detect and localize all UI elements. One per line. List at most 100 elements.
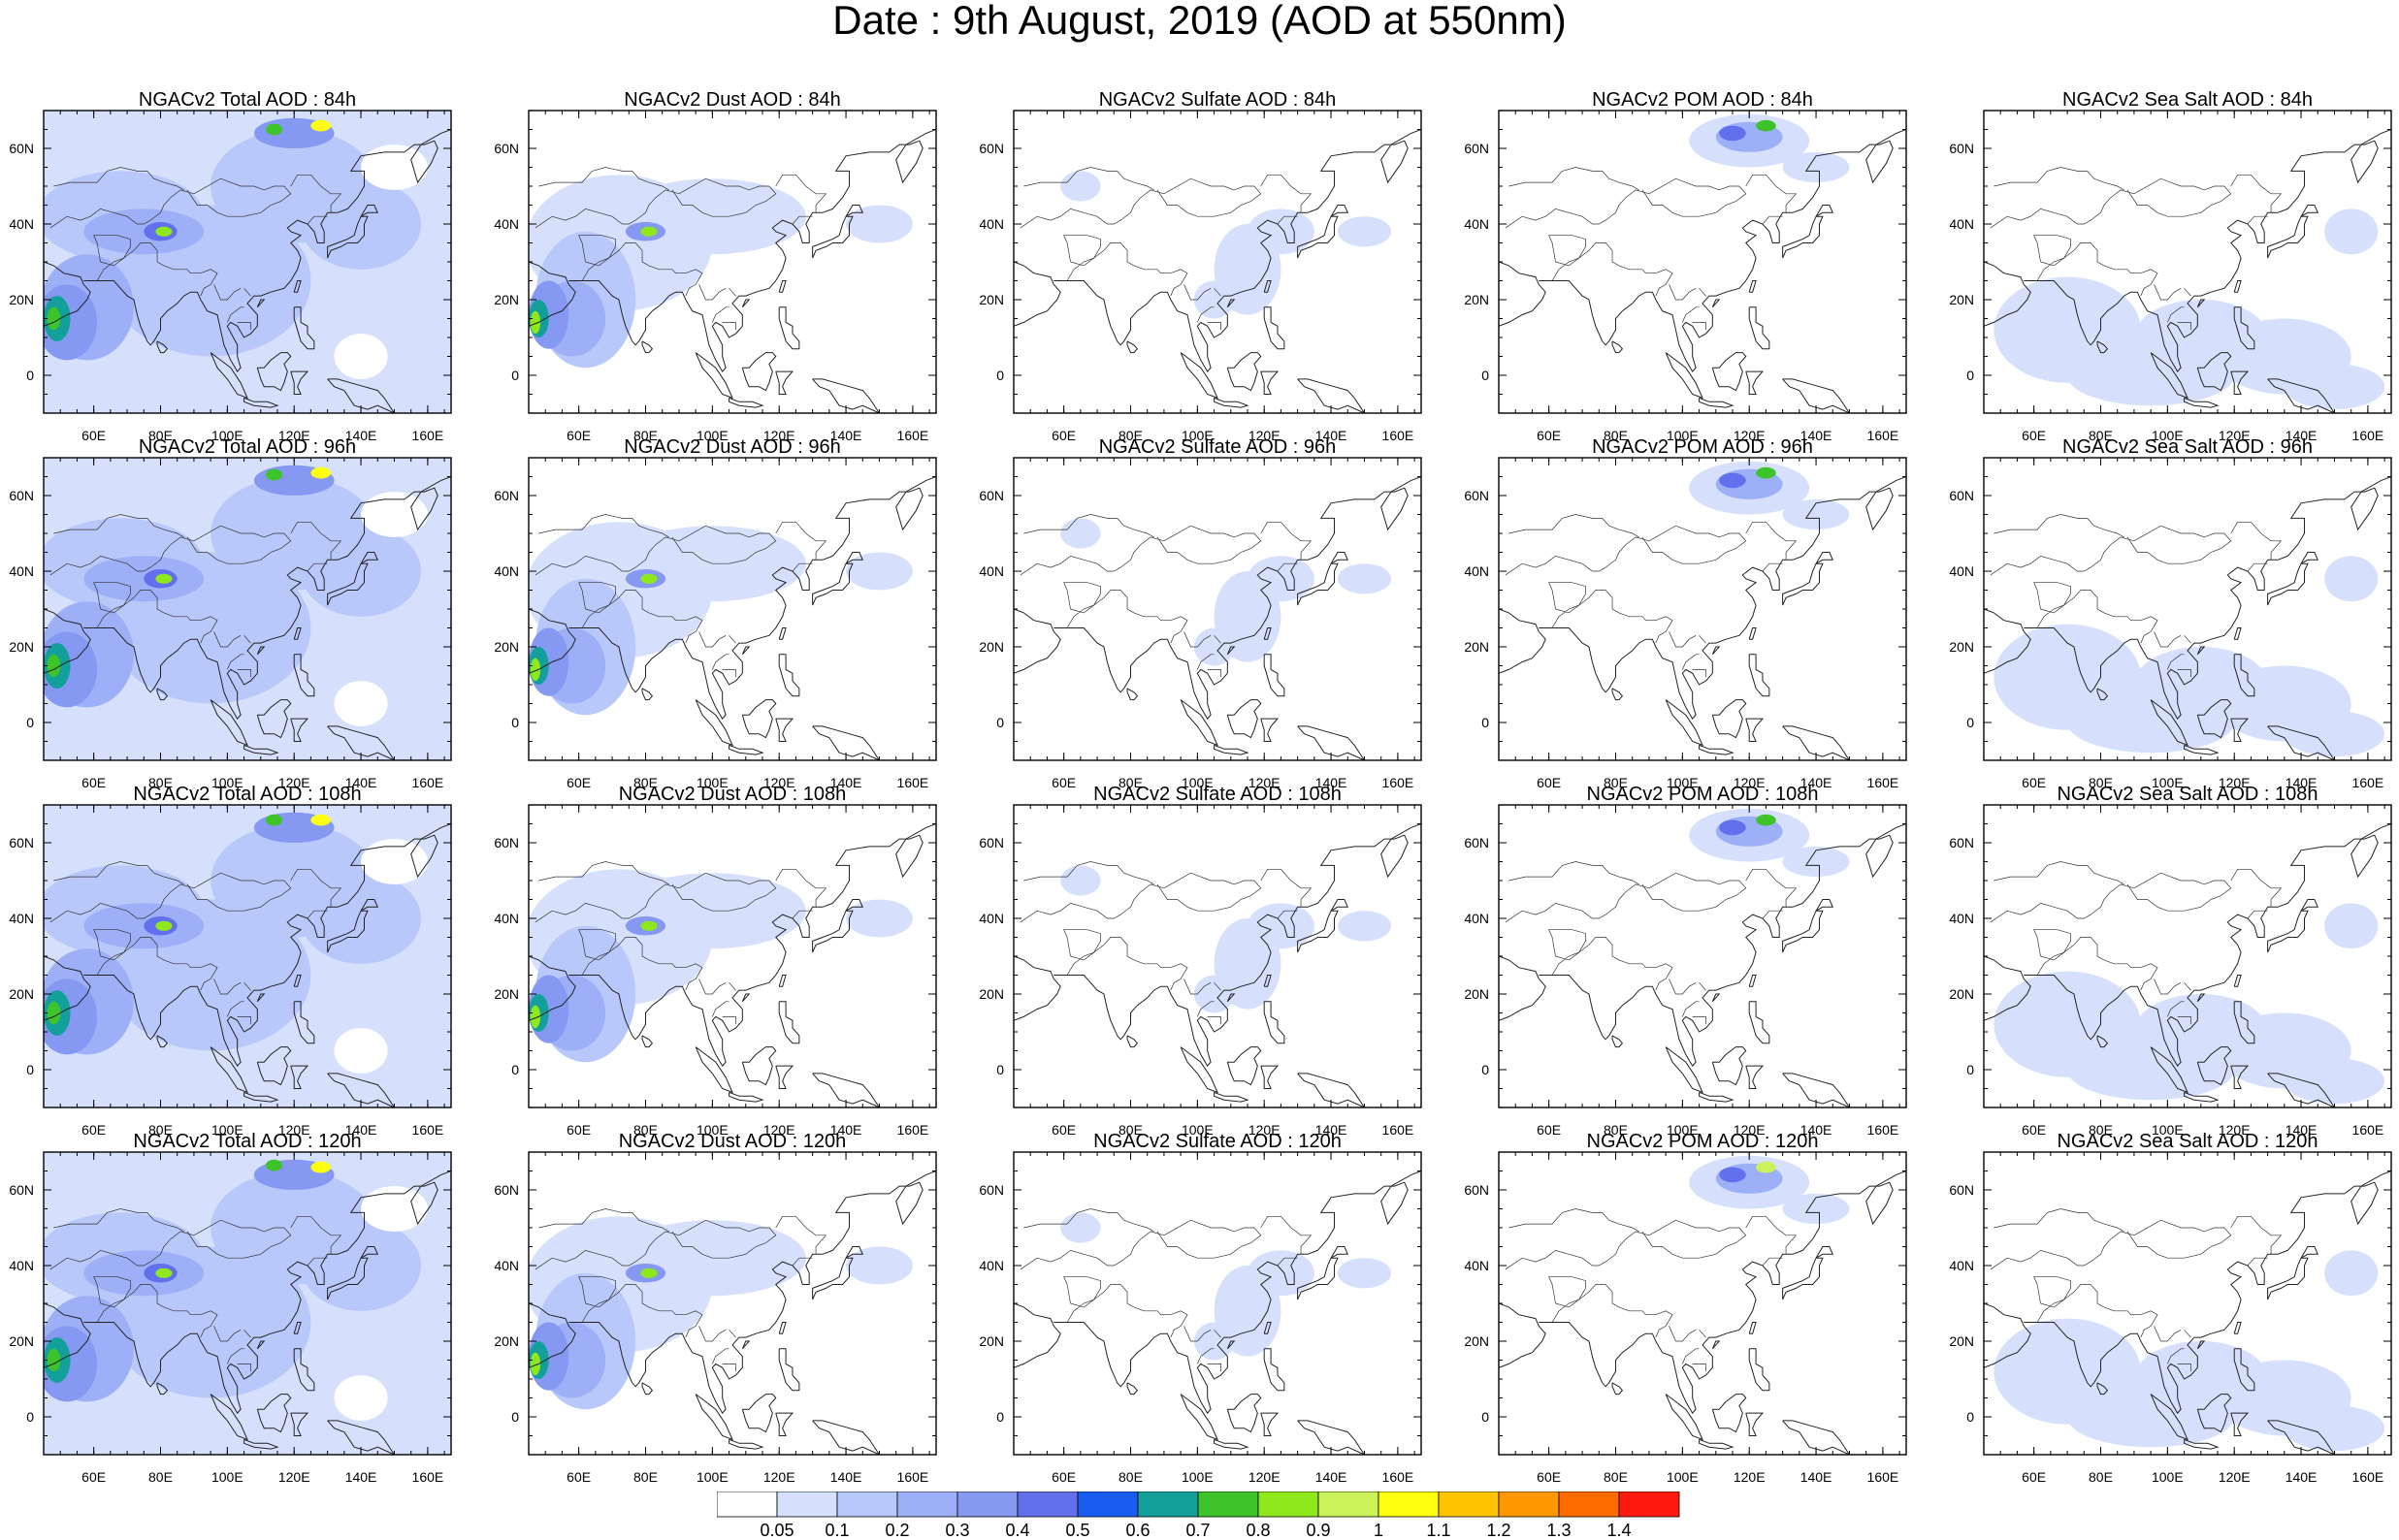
- coastline: [1711, 1340, 1721, 1350]
- coastline: [568, 476, 936, 720]
- colorbar-swatch: [1498, 1492, 1560, 1518]
- country-border: [49, 872, 292, 923]
- coastline: [741, 1046, 777, 1086]
- country-border: [581, 590, 703, 644]
- coastline: [256, 699, 292, 739]
- coastline: [210, 1046, 248, 1094]
- aod-map: 60E 80E 100E 120E 140E 160E 60N 40N 20N 0: [1949, 110, 2392, 443]
- lat-tick-label: 20N: [1464, 986, 1489, 1002]
- aod-cell: [310, 119, 332, 132]
- country-border: [93, 582, 131, 614]
- coastline: [1180, 1394, 1218, 1441]
- country-border: [535, 525, 777, 576]
- country-border: [2033, 582, 2071, 614]
- aod-cell: [361, 144, 428, 190]
- aod-cell: [83, 209, 205, 255]
- lat-tick-label: 20N: [1949, 292, 1974, 307]
- country-border: [1682, 306, 1700, 323]
- aod-cell: [1719, 472, 1746, 489]
- coastline: [1782, 1073, 1851, 1107]
- coastline: [1126, 340, 1139, 354]
- aod-cell: [1247, 209, 1314, 255]
- coastline: [293, 975, 302, 987]
- lat-tick-label: 0: [996, 368, 1004, 383]
- lon-tick-label: 100E: [2152, 1122, 2184, 1138]
- country-border: [2154, 1326, 2182, 1342]
- country-border: [2247, 1257, 2268, 1267]
- coastline: [1126, 1035, 1139, 1048]
- lon-tick-label: 140E: [830, 1122, 862, 1138]
- map-content: [44, 805, 451, 1107]
- aod-cell: [155, 1267, 173, 1278]
- coastline: [1711, 299, 1721, 308]
- coastline: [729, 1091, 764, 1103]
- colorbar-swatch: [1438, 1492, 1500, 1518]
- coastline: [2233, 1348, 2255, 1392]
- coastline: [2196, 299, 2206, 308]
- lat-tick-label: 40N: [1949, 216, 1974, 232]
- colorbar-swatch: [1618, 1492, 1680, 1518]
- country-border: [1066, 242, 1188, 297]
- colorbar-swatch: [717, 1492, 778, 1518]
- lon-tick-label: 60E: [81, 775, 106, 790]
- country-border: [227, 1348, 244, 1364]
- country-border: [96, 1284, 218, 1338]
- coastline: [1226, 646, 1236, 656]
- lat-tick-label: 60N: [1949, 488, 1974, 503]
- lon-tick-label: 80E: [1118, 775, 1143, 790]
- panel-title: NGACv2 POM AOD : 84h: [1592, 89, 1813, 111]
- country-border: [1197, 1348, 1215, 1364]
- country-border: [237, 1016, 251, 1025]
- panel-title: NGACv2 Sulfate AOD : 96h: [1098, 436, 1337, 458]
- coastline: [256, 352, 292, 392]
- lon-tick-label: 160E: [412, 428, 444, 443]
- coastline: [1297, 562, 1339, 606]
- country-border: [93, 929, 131, 961]
- aod-cell: [265, 814, 283, 826]
- coastline: [2300, 552, 2319, 564]
- lon-tick-label: 120E: [278, 775, 310, 790]
- lat-tick-label: 60N: [9, 488, 34, 503]
- coastline: [812, 910, 854, 953]
- colorbar-swatch: [1017, 1492, 1079, 1518]
- country-border: [729, 1330, 736, 1338]
- coastline: [1984, 261, 2031, 327]
- country-border: [2036, 1284, 2158, 1338]
- coastline: [1711, 352, 1747, 392]
- country-border: [1023, 167, 1154, 191]
- map-content: [44, 111, 451, 413]
- lat-tick-label: 40N: [979, 563, 1004, 579]
- country-border: [1762, 1257, 1783, 1267]
- coastline: [1711, 993, 1721, 1003]
- coastline: [243, 744, 279, 755]
- coastline: [1815, 899, 1834, 912]
- country-border: [792, 215, 813, 225]
- country-border: [2184, 1330, 2191, 1338]
- coastlines: [1499, 129, 1906, 413]
- panel-title: NGACv2 Sea Salt AOD : 96h: [2062, 436, 2313, 458]
- map-content: [1499, 808, 1906, 1107]
- colorbar-label: 1.2: [1486, 1521, 1510, 1540]
- coastline: [1214, 397, 1249, 408]
- lat-tick-label: 20N: [979, 1333, 1004, 1349]
- coastlines: [1499, 823, 1906, 1107]
- coastline: [845, 552, 864, 564]
- aod-cell: [2284, 364, 2385, 410]
- lat-tick-label: 40N: [979, 911, 1004, 926]
- country-border: [1669, 979, 1697, 995]
- aod-map: 60E 80E 100E 120E 140E 160E 60N 40N 20N 0: [9, 110, 452, 443]
- lon-tick-label: 60E: [2022, 775, 2046, 790]
- aod-cell: [1719, 819, 1746, 836]
- coastline: [1014, 261, 1061, 327]
- coastline: [845, 205, 864, 217]
- aod-cell: [265, 123, 283, 136]
- country-border: [1669, 631, 1697, 648]
- map-content: [1014, 476, 1421, 760]
- lat-tick-label: 20N: [494, 1333, 519, 1349]
- aod-map: 60E 80E 100E 120E 140E 160E 60N 40N 20N 0: [9, 457, 452, 790]
- colorbar-swatch: [1077, 1492, 1139, 1518]
- coastline: [2196, 699, 2232, 739]
- coastline: [2267, 1257, 2309, 1300]
- coastline: [1260, 1412, 1280, 1436]
- country-border: [1066, 590, 1188, 644]
